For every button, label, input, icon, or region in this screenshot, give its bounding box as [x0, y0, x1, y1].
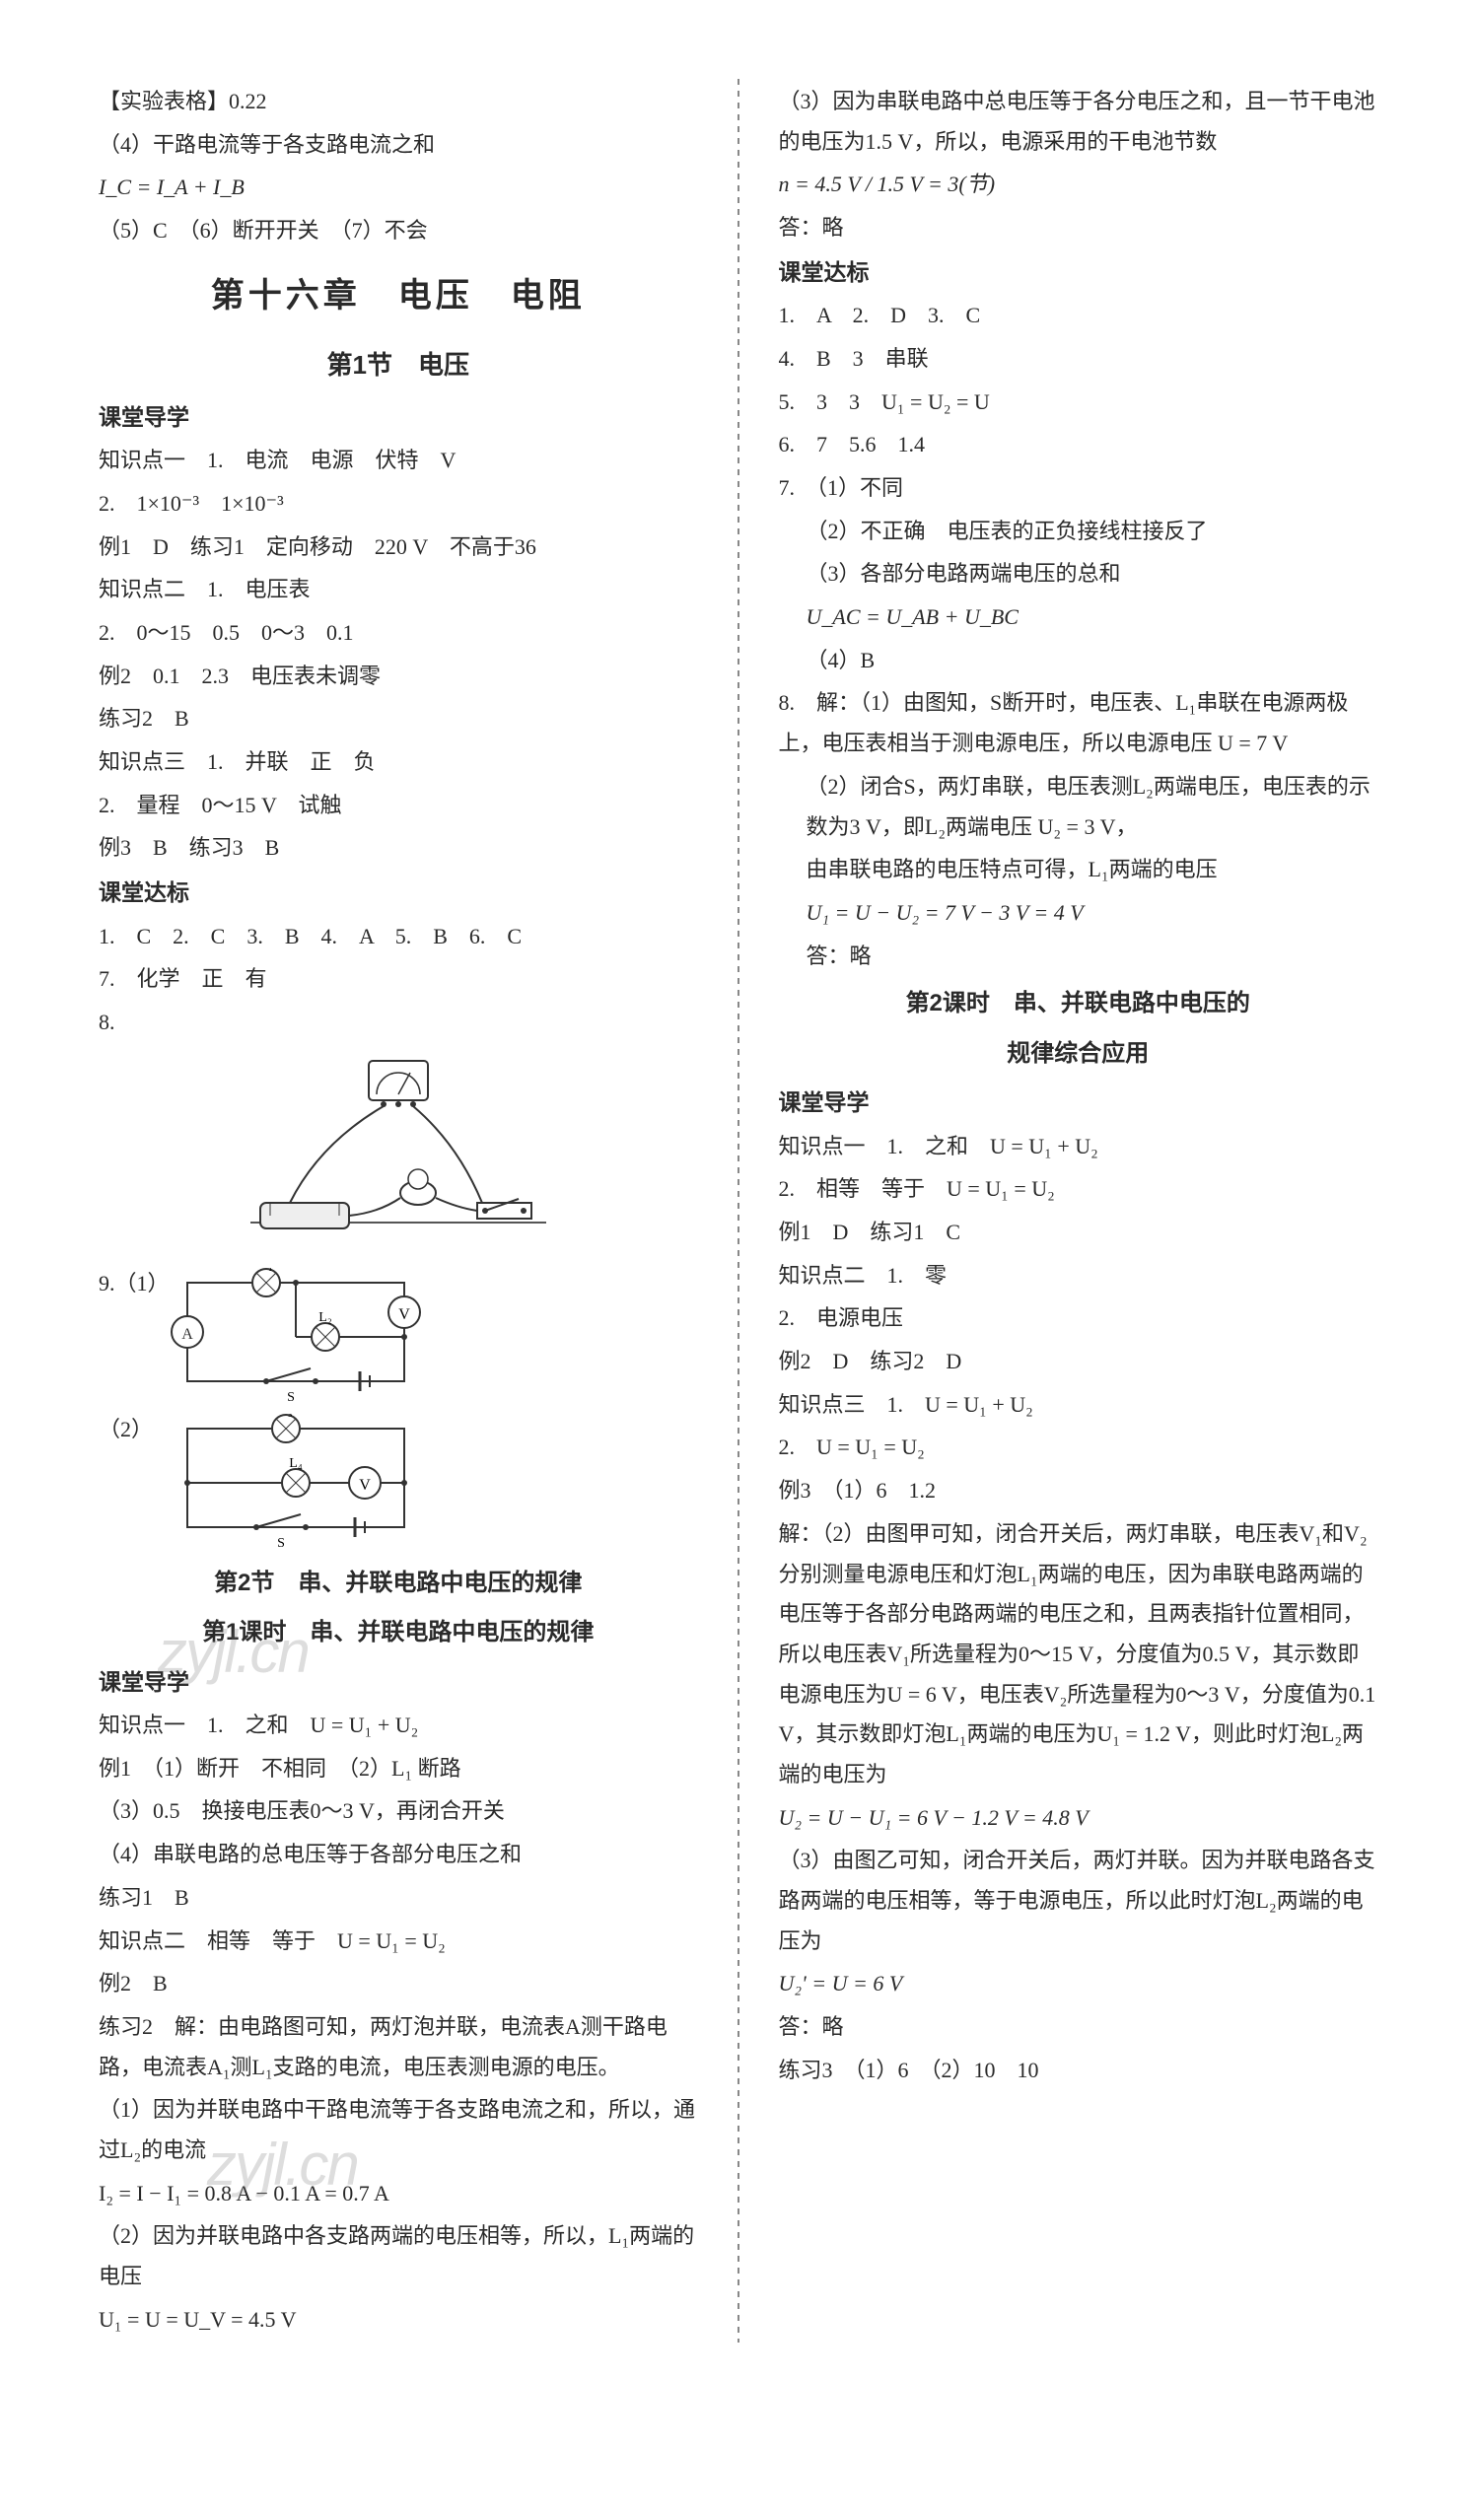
circuit-diagram-q9-2: L₃ L₄ V S	[168, 1414, 424, 1552]
formula: U_AC = U_AB + U_BC	[779, 597, 1378, 638]
text-line: 2. U = U₁ = U₂	[779, 1428, 1378, 1468]
heading: 课堂导学	[99, 1661, 698, 1704]
text-line: 知识点二 1. 电压表	[99, 570, 698, 610]
formula: n = 4.5 V / 1.5 V = 3(节)	[779, 165, 1378, 205]
svg-text:L₂: L₂	[318, 1310, 332, 1325]
lesson-title: 第2课时 串、并联电路中电压的	[779, 982, 1378, 1025]
formula: I_C = I_A + I_B	[99, 168, 698, 208]
heading: 课堂导学	[99, 396, 698, 439]
text-line: （4）串联电路的总电压等于各部分电压之和	[99, 1835, 698, 1875]
text-line: 【实验表格】0.22	[99, 82, 698, 122]
text-line: 1. C 2. C 3. B 4. A 5. B 6. C	[99, 917, 698, 957]
text-line: 练习3 （1）6 （2）10 10	[779, 2051, 1378, 2091]
formula: U₂' = U = 6 V	[779, 1964, 1378, 2004]
svg-text:L₁: L₁	[259, 1268, 272, 1272]
text-line: 例2 0.1 2.3 电压表未调零	[99, 657, 698, 697]
text-line: 知识点三 1. U = U₁ + U₂	[779, 1385, 1378, 1426]
svg-text:V: V	[359, 1477, 371, 1494]
text-line: 答：略	[779, 937, 1378, 977]
text-line: 1. A 2. D 3. C	[779, 296, 1378, 336]
text-line: 例1 D 练习1 C	[779, 1213, 1378, 1253]
text-line: 知识点二 1. 零	[779, 1256, 1378, 1296]
lesson-title: 规律综合应用	[779, 1032, 1378, 1076]
section-title: 第1节 电压	[99, 341, 698, 388]
text-line: （3）由图乙可知，闭合开关后，两灯并联。因为并联电路各支路两端的电压相等，等于电…	[779, 1841, 1378, 1961]
text-line: 例3 （1）6 1.2	[779, 1471, 1378, 1511]
text-line: 练习2 解：由电路图可知，两灯泡并联，电流表A测干路电路，电流表A₁测L₁支路的…	[99, 2007, 698, 2087]
formula: U₂ = U − U₁ = 6 V − 1.2 V = 4.8 V	[779, 1798, 1378, 1839]
heading: 课堂导学	[779, 1082, 1378, 1124]
column-divider	[738, 79, 739, 2343]
right-column: （3）因为串联电路中总电压等于各分电压之和，且一节干电池的电压为1.5 V，所以…	[779, 79, 1378, 2343]
formula: U₁ = U − U₂ = 7 V − 3 V = 4 V	[779, 893, 1378, 934]
text-line: 例1 D 练习1 定向移动 220 V 不高于36	[99, 527, 698, 568]
svg-text:L₃: L₃	[279, 1414, 293, 1418]
chapter-title: 第十六章 电压 电阻	[99, 265, 698, 327]
text-line: （2）不正确 电压表的正负接线柱接反了	[779, 512, 1378, 552]
text-line: 2. 相等 等于 U = U₁ = U₂	[779, 1169, 1378, 1210]
text-line: 由串联电路的电压特点可得，L₁两端的电压	[779, 850, 1378, 890]
text-line: 7. 化学 正 有	[99, 959, 698, 1000]
svg-text:A: A	[181, 1326, 193, 1343]
text-line: 2. 1×10⁻³ 1×10⁻³	[99, 484, 698, 525]
text-line: 例3 B 练习3 B	[99, 828, 698, 869]
text-line: 知识点二 相等 等于 U = U₁ = U₂	[99, 1922, 698, 1962]
left-column: 【实验表格】0.22 （4）干路电流等于各支路电流之和 I_C = I_A + …	[99, 79, 698, 2343]
text-line: （3）因为串联电路中总电压等于各分电压之和，且一节干电池的电压为1.5 V，所以…	[779, 82, 1378, 162]
text-line: （3）各部分电路两端电压的总和	[779, 554, 1378, 595]
text-line: 4. B 3 串联	[779, 339, 1378, 380]
circuit-diagram-q8	[231, 1055, 566, 1252]
text-line: （3）0.5 换接电压表0～3 V，再闭合开关	[99, 1791, 698, 1832]
text-line: （5）C （6）断开开关 （7）不会	[99, 211, 698, 251]
text-line: 2. 电源电压	[779, 1298, 1378, 1339]
text-line: （4）干路电流等于各支路电流之和	[99, 125, 698, 166]
text-line: 答：略	[779, 2007, 1378, 2048]
text-line: 8. 解：（1）由图知，S断开时，电压表、L₁串联在电源两极上，电压表相当于测电…	[779, 683, 1378, 763]
text-line: 练习2 B	[99, 699, 698, 739]
text-line: 例2 D 练习2 D	[779, 1342, 1378, 1382]
text-line: 练习1 B	[99, 1878, 698, 1919]
svg-text:S: S	[287, 1390, 295, 1405]
text-line: 知识点一 1. 之和 U = U₁ + U₂	[99, 1706, 698, 1746]
lesson-title: 第1课时 串、并联电路中电压的规律	[99, 1611, 698, 1654]
text-line: 2. 量程 0～15 V 试触	[99, 786, 698, 826]
text-line: 8.	[99, 1003, 698, 1043]
text-line: 答：略	[779, 208, 1378, 248]
text-line: （1）因为并联电路中干路电流等于各支路电流之和，所以，通过L₂的电流	[99, 2090, 698, 2170]
text-line: 7. （1）不同	[779, 468, 1378, 509]
text-line: 5. 3 3 U₁ = U₂ = U	[779, 383, 1378, 423]
text-line: 知识点三 1. 并联 正 负	[99, 742, 698, 783]
text-line: I₂ = I − I₁ = 0.8 A − 0.1 A = 0.7 A	[99, 2174, 698, 2214]
text-line: 例1 （1）断开 不相同 （2）L₁ 断路	[99, 1749, 698, 1789]
q9-label-2: （2）	[99, 1410, 168, 1450]
text-line: 例2 B	[99, 1964, 698, 2004]
heading: 课堂达标	[99, 872, 698, 914]
heading: 课堂达标	[779, 251, 1378, 294]
text-line: 知识点一 1. 之和 U = U₁ + U₂	[779, 1127, 1378, 1167]
svg-text:V: V	[398, 1306, 410, 1323]
circuit-svg	[231, 1055, 566, 1252]
text-line: 6. 7 5.6 1.4	[779, 425, 1378, 465]
text-line: U₁ = U = U_V = 4.5 V	[99, 2300, 698, 2341]
text-line: （2）因为并联电路中各支路两端的电压相等，所以，L₁两端的电压	[99, 2216, 698, 2296]
text-line: （2）闭合S，两灯串联，电压表测L₂两端电压，电压表的示数为3 V，即L₂两端电…	[779, 767, 1378, 847]
text-line: 解：（2）由图甲可知，闭合开关后，两灯串联，电压表V₁和V₂分别测量电源电压和灯…	[779, 1514, 1378, 1795]
svg-text:L₄: L₄	[289, 1456, 303, 1471]
text-line: 知识点一 1. 电流 电源 伏特 V	[99, 441, 698, 481]
svg-text:S: S	[277, 1536, 285, 1551]
q9-label-1: 9.（1）	[99, 1264, 168, 1304]
text-line: （4）B	[779, 641, 1378, 681]
section-title: 第2节 串、并联电路中电压的规律	[99, 1562, 698, 1605]
text-line: 2. 0～15 0.5 0～3 0.1	[99, 613, 698, 654]
circuit-diagram-q9-1: A L₁ L₂ V S	[168, 1268, 424, 1406]
